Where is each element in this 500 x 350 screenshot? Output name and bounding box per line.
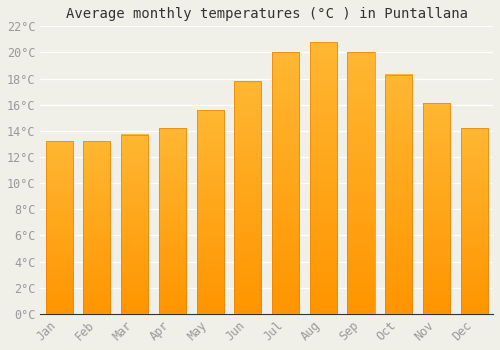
Bar (84, 141, 110, 314)
Bar (272, 52, 299, 314)
Bar (159, 128, 186, 314)
Bar (348, 52, 374, 314)
Bar (310, 42, 337, 314)
Bar (46, 141, 73, 314)
Bar (423, 103, 450, 314)
Bar (460, 128, 488, 314)
Title: Average monthly temperatures (°C ) in Puntallana: Average monthly temperatures (°C ) in Pu… (66, 7, 468, 21)
Bar (121, 135, 148, 314)
Bar (234, 81, 262, 314)
Bar (196, 110, 224, 314)
Bar (385, 75, 412, 314)
